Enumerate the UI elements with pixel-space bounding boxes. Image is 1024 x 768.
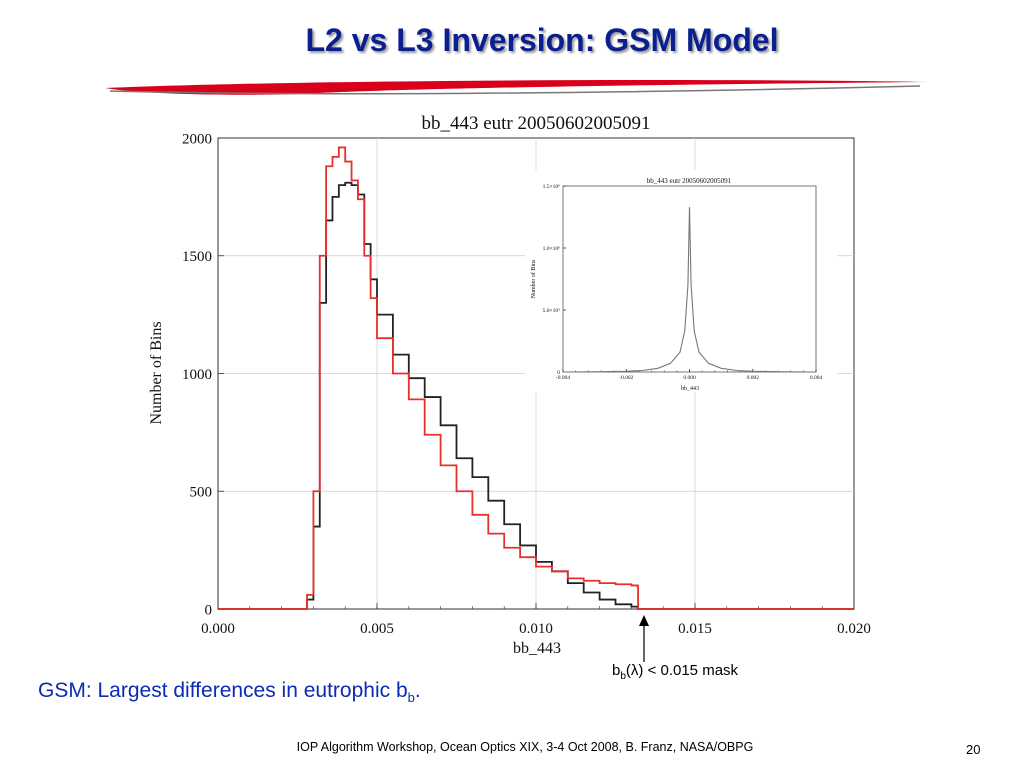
inset-series-group xyxy=(562,207,817,373)
title-underline-swoosh xyxy=(105,80,928,95)
x-tick-label: 0.015 xyxy=(678,621,712,637)
inset-y-axis-label: Number of Bins xyxy=(530,259,537,298)
mask-annotation-sub: b xyxy=(620,671,626,682)
caption-subscript: b xyxy=(407,690,415,706)
x-tick-label: -0.004 xyxy=(556,375,570,381)
caption-end: . xyxy=(414,679,421,702)
x-tick-label: 0.000 xyxy=(683,375,696,381)
x-tick-label: 0.020 xyxy=(837,621,871,637)
y-tick-label: 1000 xyxy=(182,367,212,383)
main-y-axis-label: Number of Bins xyxy=(148,321,165,424)
mask-annotation: bb(λ) < 0.015 mask xyxy=(612,662,738,682)
mask-annotation-b: b xyxy=(612,662,621,679)
x-tick-label: 0.005 xyxy=(360,621,394,637)
slide-caption: GSM: Largest differences in eutrophic bb… xyxy=(38,679,421,705)
slide-footer: IOP Algorithm Workshop, Ocean Optics XIX… xyxy=(296,740,754,754)
inset-chart: bb_443 eutr 20050602005091 -0.004 -0.002 0… xyxy=(525,170,837,392)
y-tick-label: 1.5×10⁶ xyxy=(543,184,560,190)
main-series-group xyxy=(218,146,854,610)
main-ticks: 0.000 0.005 0.010 0.015 0.020 0 500 1000 1500 200… xyxy=(182,131,871,637)
y-tick-label: 500 xyxy=(190,485,213,501)
mask-annotation-rest: (λ) < 0.015 mask xyxy=(625,662,739,679)
series-line-1 xyxy=(218,146,854,610)
inset-chart-title: bb_443 eutr 20050602005091 xyxy=(647,177,732,185)
y-tick-label: 1.0×10⁶ xyxy=(543,246,560,252)
page-number: 20 xyxy=(966,742,981,757)
series-line-0 xyxy=(218,181,854,610)
slide-title: L2 vs L3 Inversion: GSM Model xyxy=(305,22,779,58)
mask-arrow xyxy=(639,615,649,662)
y-tick-label: 0 xyxy=(557,370,560,376)
y-tick-label: 2000 xyxy=(182,131,212,147)
x-tick-label: -0.002 xyxy=(619,375,633,381)
y-tick-label: 5.0×10⁵ xyxy=(543,308,560,314)
inset-ticks: -0.004 -0.002 0.000 0.002 0.004 0 5.0×10⁵ 1.0×1… xyxy=(543,184,823,381)
y-tick-label: 1500 xyxy=(182,249,212,265)
caption-main-text: GSM: Largest differences in eutrophic b xyxy=(38,679,408,702)
main-x-axis-label: bb_443 xyxy=(513,640,561,657)
series-line-0 xyxy=(562,207,817,373)
main-chart-title: bb_443 eutr 20050602005091 xyxy=(421,113,650,134)
x-tick-label: 0.002 xyxy=(747,375,760,381)
inset-x-axis-label: bb_443 xyxy=(681,386,699,392)
x-tick-label: 0.010 xyxy=(519,621,553,637)
y-tick-label: 0 xyxy=(205,602,213,618)
x-tick-label: 0.000 xyxy=(201,621,235,637)
x-tick-label: 0.004 xyxy=(810,375,823,381)
inset-background xyxy=(525,170,837,392)
